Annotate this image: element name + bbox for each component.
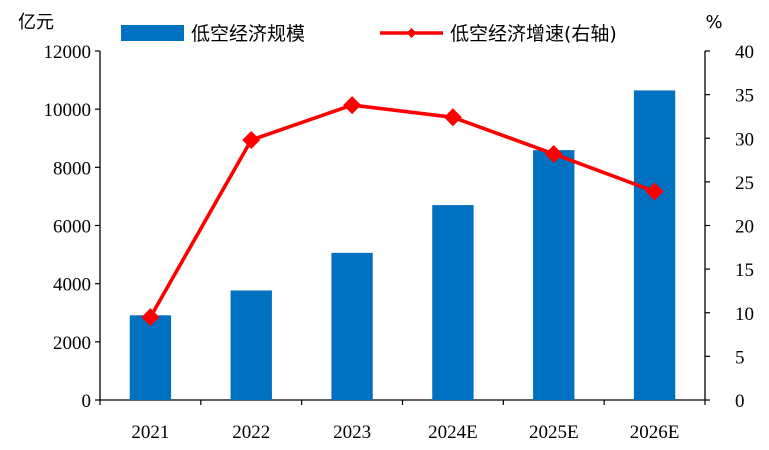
legend: 低空经济规模 低空经济增速(右轴) xyxy=(121,23,617,45)
right-axis-tick-label: 10 xyxy=(735,304,754,325)
axes xyxy=(95,50,710,405)
left-axis-tick-label: 6000 xyxy=(53,217,91,238)
bar xyxy=(230,290,272,400)
bar xyxy=(633,90,676,400)
line-series xyxy=(141,96,664,327)
x-axis-tick-label: 2026E xyxy=(630,422,680,443)
right-axis-tick-label: 5 xyxy=(735,347,745,368)
right-axis-tick-label: 40 xyxy=(735,42,754,63)
left-axis-tick-label: 4000 xyxy=(53,275,91,296)
x-axis-tick-label: 2024E xyxy=(428,422,478,443)
x-axis-tick-label: 2023 xyxy=(333,422,371,443)
bar xyxy=(129,315,172,400)
right-axis-tick-label: 0 xyxy=(735,391,745,412)
x-axis-tick-label: 2022 xyxy=(232,422,270,443)
line-marker xyxy=(645,182,664,201)
line-marker xyxy=(242,130,261,149)
legend-label-line: 低空经济增速(右轴) xyxy=(450,23,617,45)
right-axis-unit: % xyxy=(705,12,722,33)
line-marker xyxy=(141,308,160,327)
left-axis-tick-label: 12000 xyxy=(44,42,92,63)
right-axis-tick-label: 35 xyxy=(735,86,754,107)
bar-series xyxy=(129,90,676,400)
right-axis-tick-label: 30 xyxy=(735,129,754,150)
right-axis-tick-label: 15 xyxy=(735,260,754,281)
legend-swatch-marker xyxy=(406,28,417,38)
left-axis-tick-label: 8000 xyxy=(53,158,91,179)
line-marker xyxy=(343,96,362,115)
legend-label-bar: 低空经济规模 xyxy=(191,23,305,45)
bar xyxy=(432,205,474,400)
left-axis-tick-label: 2000 xyxy=(53,333,91,354)
x-axis-tick-label: 2021 xyxy=(131,422,169,443)
series-line xyxy=(148,103,656,319)
tick-labels: 0 2000 4000 6000 8000 10000 12000 0 5 10 15 20 25 30 3… xyxy=(44,42,755,443)
line-marker xyxy=(443,108,462,127)
right-axis-tick-label: 25 xyxy=(735,173,754,194)
bar xyxy=(533,150,575,400)
left-axis-tick-label: 0 xyxy=(82,391,92,412)
x-axis-tick-label: 2025E xyxy=(529,422,579,443)
right-axis-tick-label: 20 xyxy=(735,217,754,238)
left-axis-tick-label: 10000 xyxy=(44,100,92,121)
left-axis-unit: 亿元 xyxy=(18,12,54,33)
line-marker xyxy=(544,144,563,163)
bar xyxy=(331,252,373,400)
legend-swatch-bar xyxy=(121,25,184,41)
